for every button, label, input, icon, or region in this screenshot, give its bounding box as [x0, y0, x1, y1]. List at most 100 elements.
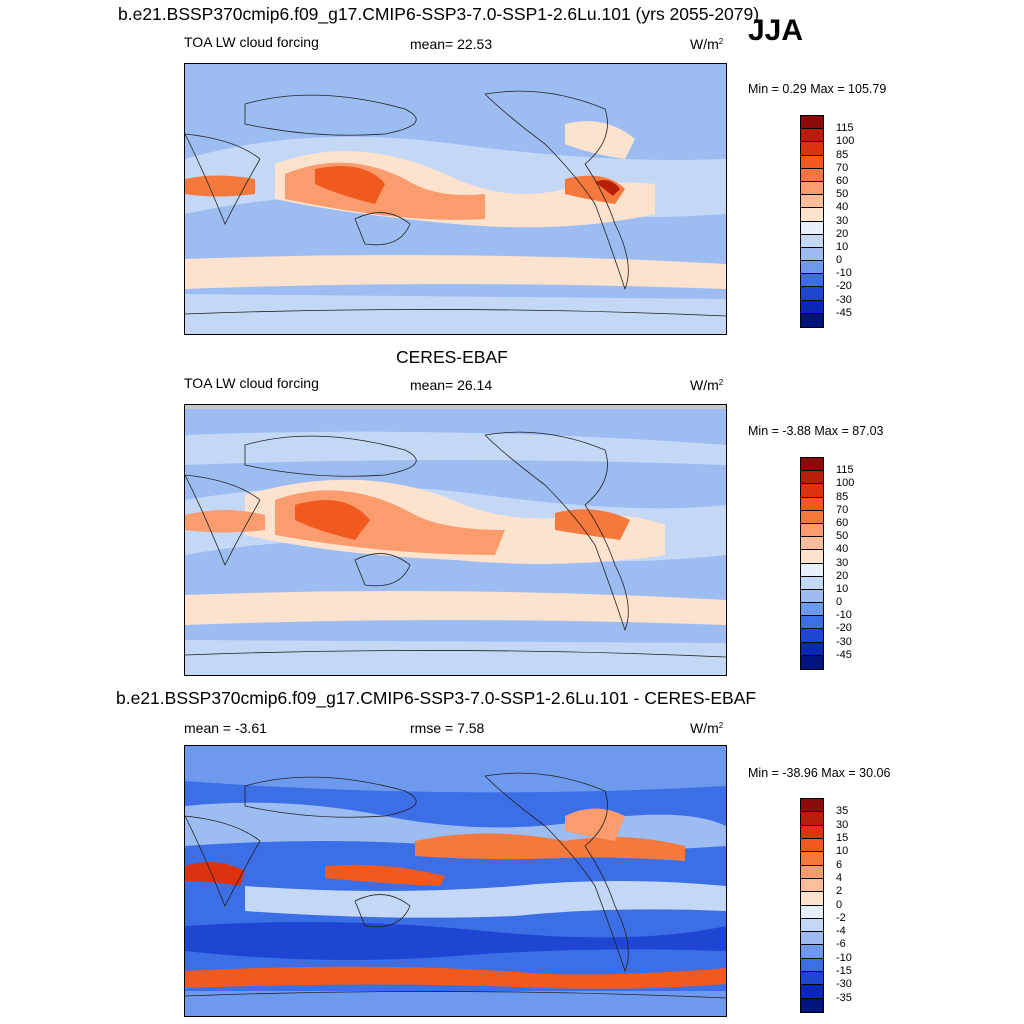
colorbar-segment: [801, 838, 823, 853]
panel-2-title: CERES-EBAF: [396, 347, 508, 367]
colorbar-tick-label: 115: [836, 122, 854, 135]
colorbar-tick-label: -6: [836, 938, 846, 951]
panel-2-contour-field: [185, 405, 726, 675]
colorbar-tick-label: 70: [836, 161, 849, 174]
colorbar-segment: [801, 865, 823, 879]
panel-1-units-label: W/m2: [690, 36, 724, 52]
colorbar-segment: [801, 537, 823, 551]
colorbar-segment: [801, 168, 823, 182]
panel-1-colorbar: [800, 115, 824, 328]
colorbar-segment: [801, 972, 823, 986]
panel-1-minmax-label: Min = 0.29 Max = 105.79: [748, 82, 887, 96]
colorbar-segment: [801, 247, 823, 262]
colorbar-tick-label: -4: [836, 925, 846, 938]
colorbar-segment: [801, 945, 823, 959]
colorbar-segment: [801, 918, 823, 933]
panel-2-map: [184, 404, 727, 676]
colorbar-segment: [801, 878, 823, 893]
colorbar-tick-label: 2: [836, 885, 843, 898]
colorbar-segment: [801, 629, 823, 643]
colorbar-segment: [801, 313, 823, 327]
colorbar-segment: [801, 998, 823, 1012]
colorbar-tick-label: 70: [836, 503, 849, 516]
colorbar-segment: [801, 129, 823, 143]
colorbar-segment: [801, 616, 823, 630]
colorbar-segment: [801, 932, 823, 946]
colorbar-tick-label: -20: [836, 280, 852, 293]
colorbar-segment: [801, 655, 823, 669]
colorbar-segment: [801, 985, 823, 999]
colorbar-tick-label: 20: [836, 227, 849, 240]
colorbar-segment: [801, 155, 823, 169]
colorbar-tick-label: 100: [836, 477, 855, 490]
panel-2-colorbar: [800, 457, 824, 670]
colorbar-tick-label: -35: [836, 991, 852, 1004]
colorbar-segment: [801, 497, 823, 511]
colorbar-segment: [801, 799, 823, 813]
colorbar-tick-label: 85: [836, 148, 849, 161]
panel-1-map: [184, 63, 727, 335]
panel-3-minmax-label: Min = -38.96 Max = 30.06: [748, 766, 891, 780]
colorbar-segment: [801, 550, 823, 564]
panel-3-colorbar: [800, 798, 824, 1013]
colorbar-tick-label: -45: [836, 648, 852, 661]
colorbar-tick-label: 60: [836, 516, 849, 529]
panel-3-mean-label: mean = -3.61: [184, 720, 267, 736]
colorbar-segment: [801, 905, 823, 919]
colorbar-tick-label: 6: [836, 858, 843, 871]
colorbar-segment: [801, 812, 823, 826]
panel-1-title: b.e21.BSSP370cmip6.f09_g17.CMIP6-SSP3-7.…: [118, 4, 760, 24]
panel-2-minmax-label: Min = -3.88 Max = 87.03: [748, 424, 884, 438]
colorbar-segment: [801, 458, 823, 472]
colorbar-segment: [801, 563, 823, 577]
colorbar-tick-label: -30: [836, 293, 852, 306]
colorbar-tick-label: 30: [836, 214, 849, 227]
colorbar-tick-label: 30: [836, 556, 849, 569]
colorbar-segment: [801, 484, 823, 498]
colorbar-segment: [801, 208, 823, 222]
colorbar-tick-label: 100: [836, 135, 855, 148]
colorbar-tick-label: -15: [836, 965, 852, 978]
colorbar-segment: [801, 510, 823, 524]
colorbar-tick-label: -10: [836, 267, 852, 280]
panel-1-variable-label: TOA LW cloud forcing: [184, 34, 319, 50]
colorbar-segment: [801, 287, 823, 301]
colorbar-segment: [801, 603, 823, 617]
colorbar-tick-label: 115: [836, 464, 854, 477]
colorbar-segment: [801, 181, 823, 196]
colorbar-segment: [801, 589, 823, 604]
colorbar-segment: [801, 195, 823, 209]
colorbar-tick-label: -30: [836, 635, 852, 648]
colorbar-tick-label: 30: [836, 818, 849, 831]
colorbar-segment: [801, 852, 823, 866]
panel-2-mean-label: mean= 26.14: [410, 377, 493, 393]
colorbar-tick-label: 15: [836, 831, 849, 844]
colorbar-tick-label: 40: [836, 543, 849, 556]
colorbar-tick-label: 4: [836, 871, 843, 884]
panel-1-contour-field: [185, 64, 726, 334]
colorbar-tick-label: 10: [836, 845, 849, 858]
panel-1-mean-label: mean= 22.53: [410, 36, 493, 52]
colorbar-tick-label: 10: [836, 582, 849, 595]
panel-3-units-label: W/m2: [690, 720, 724, 736]
colorbar-segment: [801, 116, 823, 130]
colorbar-segment: [801, 234, 823, 248]
colorbar-tick-label: 0: [836, 596, 843, 609]
colorbar-tick-label: 0: [836, 898, 843, 911]
colorbar-tick-label: 50: [836, 530, 849, 543]
panel-3-map: [184, 745, 727, 1017]
colorbar-segment: [801, 221, 823, 235]
colorbar-tick-label: -10: [836, 609, 852, 622]
colorbar-segment: [801, 142, 823, 156]
colorbar-tick-label: 10: [836, 240, 849, 253]
colorbar-tick-label: 40: [836, 201, 849, 214]
colorbar-segment: [801, 274, 823, 288]
colorbar-tick-label: 0: [836, 254, 843, 267]
panel-2-units-label: W/m2: [690, 377, 724, 393]
colorbar-segment: [801, 471, 823, 485]
colorbar-tick-label: -30: [836, 978, 852, 991]
colorbar-tick-label: -45: [836, 306, 852, 319]
colorbar-tick-label: -20: [836, 622, 852, 635]
panel-2-variable-label: TOA LW cloud forcing: [184, 375, 319, 391]
colorbar-segment: [801, 261, 823, 275]
